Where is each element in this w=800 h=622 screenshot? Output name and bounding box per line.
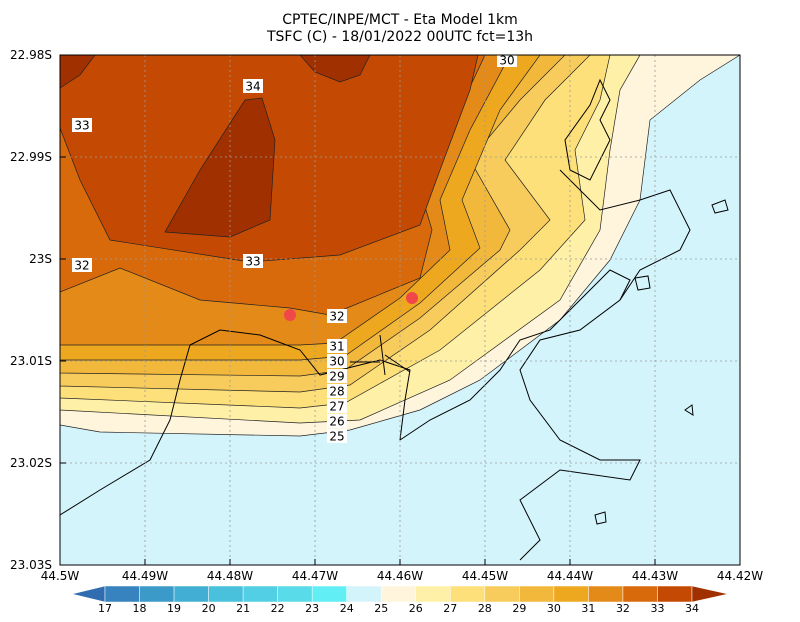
contour-label: 25: [329, 430, 344, 444]
colorbar-swatch: [346, 585, 382, 603]
colorbar-swatch: [242, 585, 278, 603]
coast-line: [350, 334, 411, 376]
island: [564, 78, 611, 181]
contour-label-bg: [327, 414, 347, 428]
title-line: CPTEC/INPE/MCT - Eta Model 1km: [282, 12, 518, 28]
contour-label: 33: [245, 255, 260, 269]
contour-label: 30: [329, 355, 344, 369]
colorbar-label: 25: [374, 602, 388, 615]
colorbar-label: 18: [133, 602, 147, 615]
lon-label: 44.45W: [462, 569, 508, 583]
lon-label: 44.43W: [632, 569, 678, 583]
colorbar-swatch: [519, 585, 555, 603]
lon-label: 44.42W: [717, 569, 763, 583]
colorbar-arrow: [691, 585, 729, 603]
contour-label-bg: [243, 254, 263, 268]
colorbar-label: 32: [616, 602, 630, 615]
location-marker: [406, 292, 418, 304]
contour-label-bg: [327, 384, 347, 398]
temperature-band: [299, 55, 371, 83]
colorbar-label: 33: [650, 602, 664, 615]
colorbar-swatch: [311, 585, 347, 603]
grid: [60, 55, 740, 565]
lat-label: 22.99S: [10, 150, 52, 164]
contour-label-bg: [327, 369, 347, 383]
contour-label: 29: [329, 370, 344, 384]
lon-label: 44.47W: [292, 569, 338, 583]
lon-label: 44.44W: [547, 569, 593, 583]
temperature-band: [60, 55, 96, 89]
contour-label-bg: [497, 53, 517, 67]
contour-label-bg: [327, 429, 347, 443]
colorbar-swatch: [622, 585, 658, 603]
contour-label: 30: [499, 54, 514, 68]
contour-label: 32: [329, 310, 344, 324]
colorbar: 17 18 19 20 21 22 23 24 25 26 27 28 29 30 31 32 33 34: [71, 585, 729, 615]
colorbar-label: 26: [409, 602, 423, 615]
colorbar-swatch: [208, 585, 244, 603]
colorbar-swatch: [484, 585, 520, 603]
coast-line: [559, 169, 691, 301]
colorbar-label: 29: [512, 602, 526, 615]
colorbar-label: 31: [581, 602, 595, 615]
colorbar-swatch: [415, 585, 451, 603]
lon-label: 44.46W: [377, 569, 423, 583]
colorbar-swatch: [657, 585, 693, 603]
contour-label: 26: [329, 415, 344, 429]
colorbar-swatch: [173, 585, 209, 603]
lon-label: 44.48W: [207, 569, 253, 583]
colorbar-label: 22: [271, 602, 285, 615]
contour-label-bg: [243, 79, 263, 93]
lat-label: 23.02S: [10, 456, 52, 470]
coast-line: [399, 269, 641, 561]
contour-label: 32: [74, 259, 89, 273]
lon-label: 44.5W: [41, 569, 80, 583]
location-marker: [284, 309, 296, 321]
colorbar-label: 27: [443, 602, 457, 615]
lat-label: 23S: [29, 252, 52, 266]
colorbar-arrow: [71, 585, 106, 603]
contour-label: 33: [74, 119, 89, 133]
colorbar-swatch: [277, 585, 313, 603]
contour-label-bg: [72, 258, 92, 272]
colorbar-swatch: [450, 585, 486, 603]
colorbar-swatch: [139, 585, 175, 603]
title-line: TSFC (C) - 18/01/2022 00UTC fct=13h: [266, 29, 533, 45]
contour-label-bg: [72, 118, 92, 132]
colorbar-label: 17: [98, 602, 112, 615]
island: [594, 199, 729, 525]
contour-label-bg: [327, 354, 347, 368]
contour-label: 34: [245, 80, 260, 94]
colorbar-label: 28: [478, 602, 492, 615]
contour-label-bg: [327, 309, 347, 323]
colorbar-label: 23: [305, 602, 319, 615]
contour-label: 31: [329, 340, 344, 354]
colorbar-label: 20: [202, 602, 216, 615]
colorbar-swatch: [588, 585, 624, 603]
colorbar-label: 30: [547, 602, 561, 615]
colorbar-label: 34: [685, 602, 699, 615]
lat-label: 23.03S: [10, 558, 52, 572]
contour-label-bg: [327, 339, 347, 353]
colorbar-swatch: [553, 585, 589, 603]
contour-label: 28: [329, 385, 344, 399]
colorbar-label: 19: [167, 602, 181, 615]
colorbar-label: 21: [236, 602, 250, 615]
lat-label: 23.01S: [10, 354, 52, 368]
contour-label: 27: [329, 400, 344, 414]
lon-label: 44.49W: [122, 569, 168, 583]
colorbar-swatch: [104, 585, 140, 603]
colorbar-swatch: [380, 585, 417, 603]
contour-label-bg: [327, 399, 347, 413]
lat-label: 22.98S: [10, 48, 52, 62]
temperature-band: [164, 97, 276, 238]
colorbar-label: 24: [340, 602, 354, 615]
